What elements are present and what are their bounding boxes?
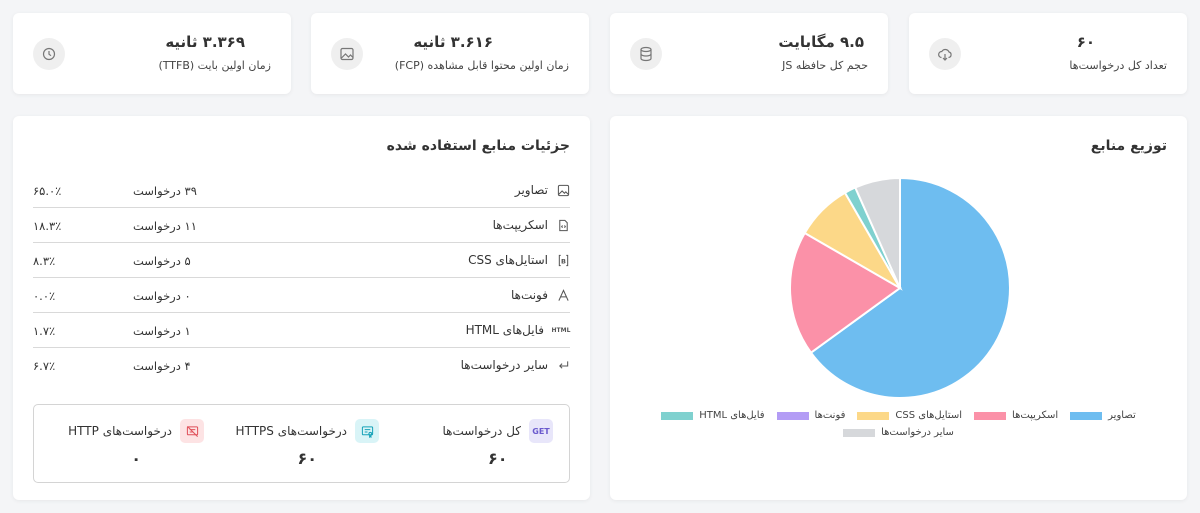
resource-label: استایل‌های CSS: [468, 253, 548, 267]
resource-distribution-panel: توزیع منابع تصاویر اسکریپت‌ها استایل‌های C…: [610, 116, 1187, 500]
resource-name: تصاویر: [515, 183, 570, 197]
resource-label: فایل‌های HTML: [465, 323, 544, 337]
pie-slice[interactable]: [853, 176, 901, 289]
table-row: سایر درخواست‌ها ۴ درخواست ۶.۷٪: [33, 349, 570, 383]
chart-legend: تصاویر اسکریپت‌ها استایل‌های CSS فونت‌ها فای…: [610, 410, 1187, 438]
legend-label: تصاویر: [1108, 410, 1136, 421]
html-icon: HTML: [551, 326, 571, 334]
image-icon: [331, 38, 363, 70]
legend-item[interactable]: فونت‌ها: [776, 410, 846, 421]
legend-label: استایل‌های CSS: [895, 410, 963, 421]
summary-label: کل درخواست‌ها: [442, 424, 521, 438]
resource-percent: ۶۵.۰٪: [33, 184, 62, 198]
stat-card-js-heap: ۹.۵ مگابایت حجم کل حافظه JS: [610, 13, 888, 94]
font-icon: [556, 288, 570, 302]
summary-http-requests: درخواست‌های HTTP ۰: [68, 419, 204, 468]
summary-value: ۰: [131, 449, 141, 468]
insecure-certificate-icon: [180, 419, 204, 443]
summary-value: ۶۰: [487, 449, 508, 468]
stat-label: تعداد کل درخواست‌ها: [1069, 59, 1167, 72]
legend-label: اسکریپت‌ها: [1012, 410, 1059, 421]
svg-text:B: B: [561, 257, 566, 265]
resource-name: B استایل‌های CSS: [468, 253, 570, 267]
pie-slice[interactable]: [809, 176, 1011, 399]
resource-percent: ۶.۷٪: [33, 359, 56, 373]
stat-label: حجم کل حافظه JS: [782, 59, 868, 72]
table-row: تصاویر ۳۹ درخواست ۶۵.۰٪: [33, 174, 570, 208]
summary-label: درخواست‌های HTTP: [68, 424, 172, 438]
legend-item[interactable]: فایل‌های HTML: [661, 410, 765, 421]
clock-icon: [33, 38, 65, 70]
resource-count: ۴ درخواست: [133, 359, 191, 373]
resource-count: ۰ درخواست: [133, 289, 191, 303]
resource-name: فونت‌ها: [511, 288, 570, 302]
resource-percent: ۱۸.۳٪: [33, 219, 62, 233]
legend-item[interactable]: استایل‌های CSS: [857, 410, 962, 421]
request-summary: GET کل درخواست‌ها ۶۰ درخواست‌های HTTPS ۶…: [33, 404, 570, 483]
resource-label: سایر درخواست‌ها: [460, 358, 548, 372]
css-brackets-icon: B: [556, 253, 570, 267]
script-file-icon: [556, 218, 570, 232]
stat-value: ۹.۵ مگابایت: [778, 33, 864, 51]
resource-percent: ۱.۷٪: [33, 324, 56, 338]
resource-name: سایر درخواست‌ها: [461, 358, 570, 372]
legend-item[interactable]: اسکریپت‌ها: [974, 410, 1058, 421]
secure-certificate-icon: [355, 419, 379, 443]
table-row: HTML فایل‌های HTML ۱ درخواست ۱.۷٪: [33, 314, 570, 348]
legend-label: فایل‌های HTML: [699, 410, 765, 421]
panel-title: جزئیات منابع استفاده شده: [386, 138, 570, 154]
resource-percent: ۸.۳٪: [33, 254, 56, 268]
legend-swatch: [974, 411, 1007, 420]
resource-details-panel: جزئیات منابع استفاده شده تصاویر ۳۹ درخوا…: [13, 116, 590, 500]
legend-item[interactable]: سایر درخواست‌ها: [843, 427, 954, 438]
stat-card-ttfb: ۳.۳۶۹ ثانیه زمان اولین بایت (TTFB): [13, 13, 291, 94]
summary-https-requests: درخواست‌های HTTPS ۶۰: [236, 419, 379, 468]
resource-count: ۱۱ درخواست: [133, 219, 197, 233]
legend-swatch: [857, 411, 890, 420]
table-row: B استایل‌های CSS ۵ درخواست ۸.۳٪: [33, 244, 570, 278]
stat-label: زمان اولین محتوا قابل مشاهده (FCP): [394, 59, 569, 72]
summary-label: درخواست‌های HTTPS: [235, 424, 347, 438]
resource-table: تصاویر ۳۹ درخواست ۶۵.۰٪ اسکریپت‌ها ۱۱ در…: [33, 174, 570, 388]
legend-swatch: [1070, 411, 1103, 420]
resource-count: ۱ درخواست: [133, 324, 191, 338]
image-icon: [556, 183, 570, 197]
legend-swatch: [843, 428, 876, 437]
resource-name: HTML فایل‌های HTML: [465, 323, 571, 337]
legend-item[interactable]: تصاویر: [1070, 410, 1136, 421]
summary-total-requests: GET کل درخواست‌ها ۶۰: [442, 419, 553, 468]
resource-percent: ۰.۰٪: [33, 289, 56, 303]
database-icon: [630, 38, 662, 70]
stat-value: ۳.۳۶۹ ثانیه: [165, 33, 245, 51]
stat-card-fcp: ۳.۶۱۶ ثانیه زمان اولین محتوا قابل مشاهده…: [311, 13, 589, 94]
return-arrow-icon: [556, 358, 570, 372]
legend-label: فونت‌ها: [814, 410, 846, 421]
resource-label: تصاویر: [514, 183, 548, 197]
stat-value: ۶۰: [1076, 33, 1095, 51]
legend-swatch: [776, 411, 809, 420]
table-row: اسکریپت‌ها ۱۱ درخواست ۱۸.۳٪: [33, 209, 570, 243]
legend-swatch: [661, 411, 694, 420]
summary-value: ۶۰: [297, 449, 318, 468]
resource-name: اسکریپت‌ها: [493, 218, 570, 232]
legend-label: سایر درخواست‌ها: [881, 427, 954, 438]
stat-value: ۳.۶۱۶ ثانیه: [413, 33, 493, 51]
pie-slice[interactable]: [789, 231, 902, 355]
stat-label: زمان اولین بایت (TTFB): [158, 59, 271, 72]
cloud-download-icon: [929, 38, 961, 70]
get-badge-icon: GET: [529, 419, 553, 443]
resource-count: ۵ درخواست: [133, 254, 191, 268]
resource-label: فونت‌ها: [510, 288, 548, 302]
table-row: فونت‌ها ۰ درخواست ۰.۰٪: [33, 279, 570, 313]
panel-title: توزیع منابع: [1090, 138, 1167, 154]
pie-chart: [789, 176, 1011, 399]
resource-label: اسکریپت‌ها: [492, 218, 548, 232]
resource-count: ۳۹ درخواست: [133, 184, 197, 198]
stat-card-total-requests: ۶۰ تعداد کل درخواست‌ها: [909, 13, 1187, 94]
